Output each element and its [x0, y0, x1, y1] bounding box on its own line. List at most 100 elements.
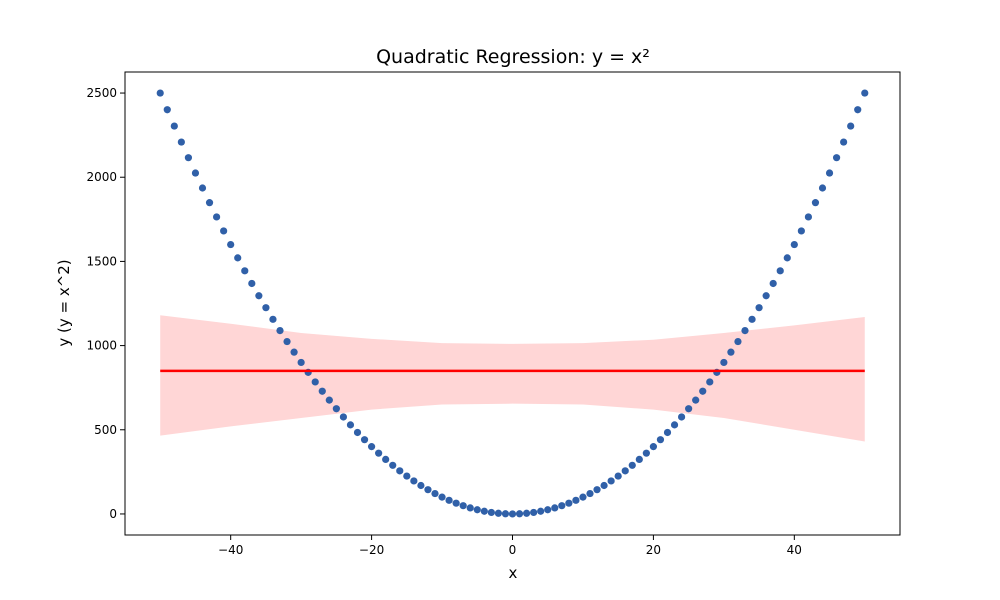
data-point: [558, 502, 566, 510]
data-point: [403, 472, 411, 480]
data-point: [790, 240, 798, 249]
plot-frame: [124, 71, 901, 536]
data-point: [565, 499, 573, 507]
data-point: [375, 449, 383, 457]
data-point: [262, 304, 270, 312]
data-point: [635, 455, 643, 464]
data-point: [579, 493, 587, 501]
data-point: [212, 213, 221, 221]
data-point: [501, 510, 510, 518]
data-point: [318, 387, 326, 395]
data-point: [537, 507, 545, 515]
data-point: [508, 510, 517, 518]
data-point: [360, 436, 369, 444]
x-axis-ticks: −40 −20 0 20 40: [218, 535, 802, 557]
data-point: [396, 467, 404, 475]
data-point: [410, 477, 418, 485]
data-point: [227, 240, 235, 249]
data-point: [163, 106, 171, 114]
data-point: [473, 506, 481, 514]
data-point: [861, 89, 869, 97]
data-point: [699, 387, 707, 395]
data-point: [220, 227, 228, 235]
y-tick-label: 1500: [86, 254, 117, 268]
data-point: [692, 396, 700, 404]
data-point: [445, 496, 453, 504]
y-axis-label: y (y = x^2): [55, 259, 73, 346]
data-point: [248, 279, 256, 288]
data-point: [530, 508, 538, 517]
data-point: [290, 348, 298, 356]
y-tick-label: 500: [94, 423, 117, 437]
data-point: [670, 421, 679, 429]
data-point: [840, 138, 848, 146]
data-point: [706, 378, 714, 386]
x-tick-label: 40: [787, 543, 802, 557]
data-point: [593, 486, 601, 494]
data-point: [424, 486, 432, 494]
y-tick-label: 2000: [86, 170, 117, 184]
data-point: [663, 428, 672, 437]
data-point: [720, 358, 728, 367]
data-point: [269, 315, 277, 323]
data-point: [551, 504, 559, 512]
data-point: [480, 507, 488, 515]
x-axis-label: x: [509, 564, 518, 582]
data-point: [325, 396, 333, 404]
data-point: [522, 509, 531, 517]
data-point: [241, 267, 249, 275]
data-point: [487, 508, 495, 517]
data-point: [332, 405, 340, 413]
data-point: [459, 502, 467, 510]
x-tick-label: −40: [218, 543, 243, 557]
scatter-points-layer: [156, 89, 869, 518]
data-point: [184, 154, 193, 162]
data-point: [586, 489, 594, 498]
y-tick-label: 0: [109, 507, 117, 521]
data-point: [762, 292, 770, 300]
data-point: [205, 199, 214, 207]
data-point: [198, 184, 207, 192]
data-point: [431, 489, 439, 498]
data-point: [685, 405, 693, 413]
data-point: [177, 138, 185, 146]
data-point: [797, 227, 805, 235]
data-point: [656, 436, 665, 444]
data-point: [741, 327, 749, 335]
data-point: [734, 337, 742, 346]
x-tick-label: 0: [509, 543, 517, 557]
data-point: [283, 337, 291, 346]
x-tick-label: −20: [359, 543, 384, 557]
data-point: [677, 413, 686, 421]
data-point: [776, 267, 784, 275]
chart-title: Quadratic Regression: y = x²: [376, 46, 650, 68]
data-point: [346, 421, 355, 429]
data-point: [727, 348, 735, 356]
data-point: [832, 154, 841, 162]
data-point: [811, 199, 820, 207]
data-point: [515, 510, 524, 518]
data-point: [311, 378, 319, 386]
data-point: [367, 443, 376, 451]
data-point: [255, 292, 263, 300]
confidence-band: [160, 315, 865, 442]
data-point: [276, 327, 284, 335]
data-point: [234, 254, 242, 262]
y-tick-label: 1000: [86, 339, 117, 353]
data-point: [389, 461, 397, 469]
y-tick-label: 2500: [86, 86, 117, 100]
data-point: [854, 106, 862, 114]
data-point: [825, 169, 834, 177]
data-point: [847, 122, 855, 130]
data-point: [452, 499, 460, 507]
data-point: [621, 467, 629, 475]
y-axis-ticks: 0 500 1000 1500 2000 2500: [86, 86, 125, 521]
data-point: [748, 315, 756, 323]
data-point: [438, 493, 446, 501]
data-point: [417, 481, 425, 490]
x-tick-label: 20: [646, 543, 661, 557]
confidence-band-layer: [160, 315, 865, 442]
data-point: [804, 213, 813, 221]
data-point: [614, 472, 622, 480]
